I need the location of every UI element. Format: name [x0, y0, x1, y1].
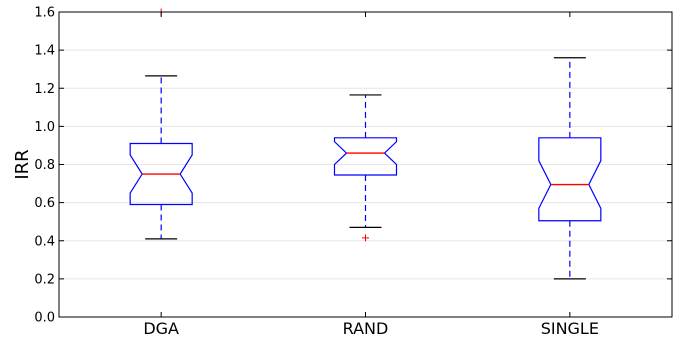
y-tick-label: 1.0 — [34, 120, 55, 135]
y-tick-label: 0.8 — [34, 158, 55, 173]
box-rand — [335, 95, 397, 241]
y-tick-label: 0.0 — [34, 311, 55, 326]
box-single — [539, 58, 601, 279]
notched-box — [335, 138, 397, 175]
y-tick-label: 1.4 — [34, 44, 55, 59]
axis-ticks: 0.0 0.2 0.4 0.6 0.8 1.0 1.2 1.4 1.6 DGA RAND SINGLE — [34, 6, 672, 339]
category-label: SINGLE — [541, 319, 599, 338]
box-dga — [130, 9, 192, 239]
notched-box — [539, 138, 601, 221]
y-tick-label: 0.4 — [34, 234, 55, 249]
grid-lines — [59, 50, 672, 279]
boxes — [130, 9, 601, 279]
category-label: RAND — [343, 319, 389, 338]
y-tick-label: 1.6 — [34, 6, 55, 21]
y-tick-label: 0.6 — [34, 196, 55, 211]
y-tick-label: 0.2 — [34, 272, 55, 287]
y-axis-label: IRR — [12, 149, 33, 179]
category-label: DGA — [143, 319, 179, 338]
y-tick-label: 1.2 — [34, 82, 55, 97]
